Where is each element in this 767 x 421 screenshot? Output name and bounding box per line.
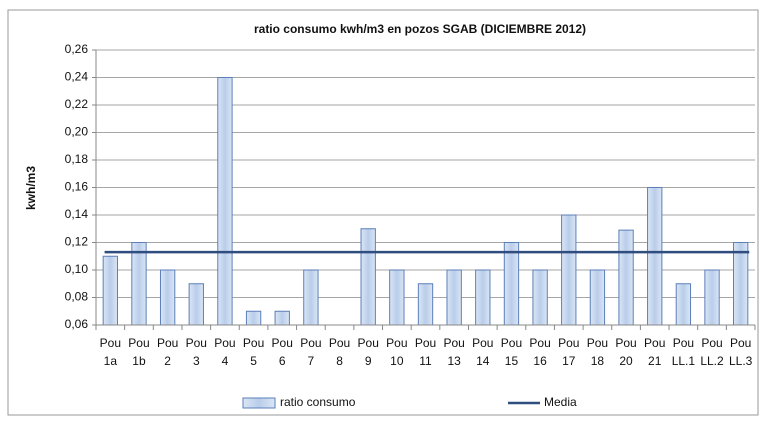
x-tick-label: Pou [501, 336, 522, 350]
x-tick-label: Pou [644, 336, 665, 350]
y-tick-label: 0,08 [65, 290, 89, 304]
bar [159, 269, 176, 326]
bar [274, 310, 290, 326]
legend-label: ratio consumo [280, 395, 356, 409]
x-tick-label: Pou [243, 336, 264, 350]
x-tick-label: 1b [132, 354, 146, 368]
x-tick-label: Pou [443, 336, 464, 350]
x-tick-label: Pou [587, 336, 608, 350]
x-tick-label: LL.2 [700, 354, 724, 368]
x-tick-label: 21 [648, 354, 662, 368]
y-tick-label: 0,20 [65, 125, 89, 139]
x-tick-label: 3 [193, 354, 200, 368]
chart-title: ratio consumo kwh/m3 en pozos SGAB (DICI… [254, 22, 586, 36]
x-tick-label: Pou [272, 336, 293, 350]
x-tick-label: Pou [358, 336, 379, 350]
bar [561, 214, 577, 326]
x-tick-label: Pou [615, 336, 636, 350]
x-tick-label: 1a [104, 354, 118, 368]
bar [131, 242, 147, 326]
x-tick-label: 18 [591, 354, 605, 368]
bar [102, 255, 118, 326]
y-tick-label: 0,10 [65, 262, 89, 276]
x-tick-label: Pou [558, 336, 579, 350]
bar [188, 283, 204, 326]
x-tick-label: Pou [472, 336, 493, 350]
bar [245, 310, 262, 326]
x-tick-label: Pou [157, 336, 178, 350]
bar [360, 228, 376, 326]
x-tick-label: Pou [186, 336, 207, 350]
bar [618, 229, 634, 326]
bar [303, 269, 319, 326]
y-tick-label: 0,18 [65, 152, 89, 166]
y-tick-label: 0,14 [65, 207, 89, 221]
x-tick-label: 14 [476, 354, 490, 368]
bar [417, 283, 434, 326]
bar [446, 269, 462, 326]
x-tick-label: 6 [279, 354, 286, 368]
x-tick-label: LL.3 [729, 354, 753, 368]
bar [647, 187, 663, 326]
x-tick-label: 5 [250, 354, 257, 368]
bar [704, 269, 720, 326]
y-axis-label: kwh/m3 [24, 166, 38, 210]
x-tick-label: LL.1 [672, 354, 696, 368]
x-tick-label: Pou [673, 336, 694, 350]
x-tick-label: 9 [365, 354, 372, 368]
x-tick-label: 15 [505, 354, 519, 368]
y-tick-label: 0,16 [65, 180, 89, 194]
bar [389, 269, 405, 326]
x-tick-label: 11 [419, 354, 432, 368]
bar [532, 269, 548, 326]
bar [675, 283, 692, 326]
x-tick-label: Pou [415, 336, 436, 350]
legend-label: Media [544, 395, 577, 409]
x-tick-label: 17 [562, 354, 576, 368]
x-tick-label: 13 [447, 354, 461, 368]
x-tick-label: 4 [222, 354, 229, 368]
x-tick-label: Pou [386, 336, 407, 350]
y-tick-label: 0,24 [65, 70, 89, 84]
x-tick-label: 16 [533, 354, 547, 368]
legend-swatch [242, 397, 276, 409]
y-tick-label: 0,26 [65, 42, 89, 56]
x-tick-label: 8 [336, 354, 343, 368]
bar [589, 269, 606, 326]
x-tick-label: Pou [730, 336, 751, 350]
x-tick-label: 2 [164, 354, 171, 368]
x-tick-label: Pou [214, 336, 235, 350]
y-tick-label: 0,22 [65, 97, 89, 111]
bar [733, 242, 749, 326]
chart-border [7, 9, 759, 416]
x-tick-label: Pou [329, 336, 350, 350]
x-tick-label: Pou [701, 336, 722, 350]
bar [503, 242, 520, 326]
x-tick-label: 20 [619, 354, 633, 368]
x-tick-label: 7 [308, 354, 315, 368]
y-tick-label: 0,06 [65, 317, 89, 331]
y-tick-label: 0,12 [65, 235, 89, 249]
x-tick-label: Pou [300, 336, 321, 350]
x-tick-label: Pou [128, 336, 149, 350]
bar [217, 77, 233, 326]
bar [475, 269, 491, 326]
x-tick-label: Pou [100, 336, 121, 350]
x-tick-label: 10 [390, 354, 404, 368]
x-tick-label: Pou [529, 336, 550, 350]
